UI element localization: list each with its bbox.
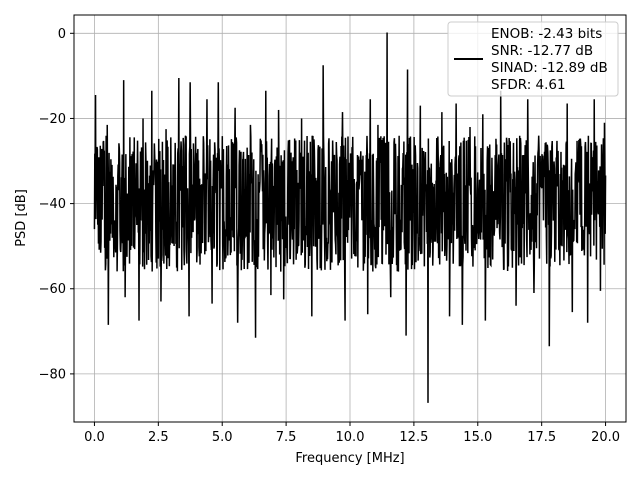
- x-tick-label: 7.5: [276, 430, 297, 445]
- x-tick-label: 15.0: [463, 430, 492, 445]
- y-axis-ticks: 0 −20 −40 −60 −80: [39, 27, 74, 382]
- legend-snr: SNR: -12.77 dB: [491, 43, 593, 59]
- legend-sfdr: SFDR: 4.61: [491, 77, 566, 93]
- y-tick-label: −40: [39, 197, 66, 212]
- y-tick-label: 0: [58, 27, 66, 42]
- y-tick-label: −60: [39, 282, 66, 297]
- x-tick-label: 5.0: [212, 430, 233, 445]
- x-tick-label: 12.5: [399, 430, 428, 445]
- y-tick-label: −20: [39, 112, 66, 127]
- y-tick-label: −80: [39, 367, 66, 382]
- legend-sinad: SINAD: -12.89 dB: [491, 60, 608, 76]
- legend-box: [447, 21, 619, 97]
- x-tick-label: 17.5: [527, 430, 556, 445]
- legend: ENOB: -2.43 bits SNR: -12.77 dB SINAD: -…: [447, 21, 619, 97]
- x-tick-label: 2.5: [148, 430, 169, 445]
- legend-enob: ENOB: -2.43 bits: [491, 26, 602, 42]
- x-tick-label: 10.0: [336, 430, 365, 445]
- x-tick-label: 0.0: [84, 430, 105, 445]
- x-tick-label: 20.0: [591, 430, 620, 445]
- y-axis-label: PSD [dB]: [14, 189, 29, 247]
- x-axis-ticks: 0.0 2.5 5.0 7.5 10.0 12.5 15.0 17.5 20.0: [84, 422, 620, 445]
- x-axis-label: Frequency [MHz]: [295, 451, 404, 466]
- psd-series-line: [93, 32, 607, 403]
